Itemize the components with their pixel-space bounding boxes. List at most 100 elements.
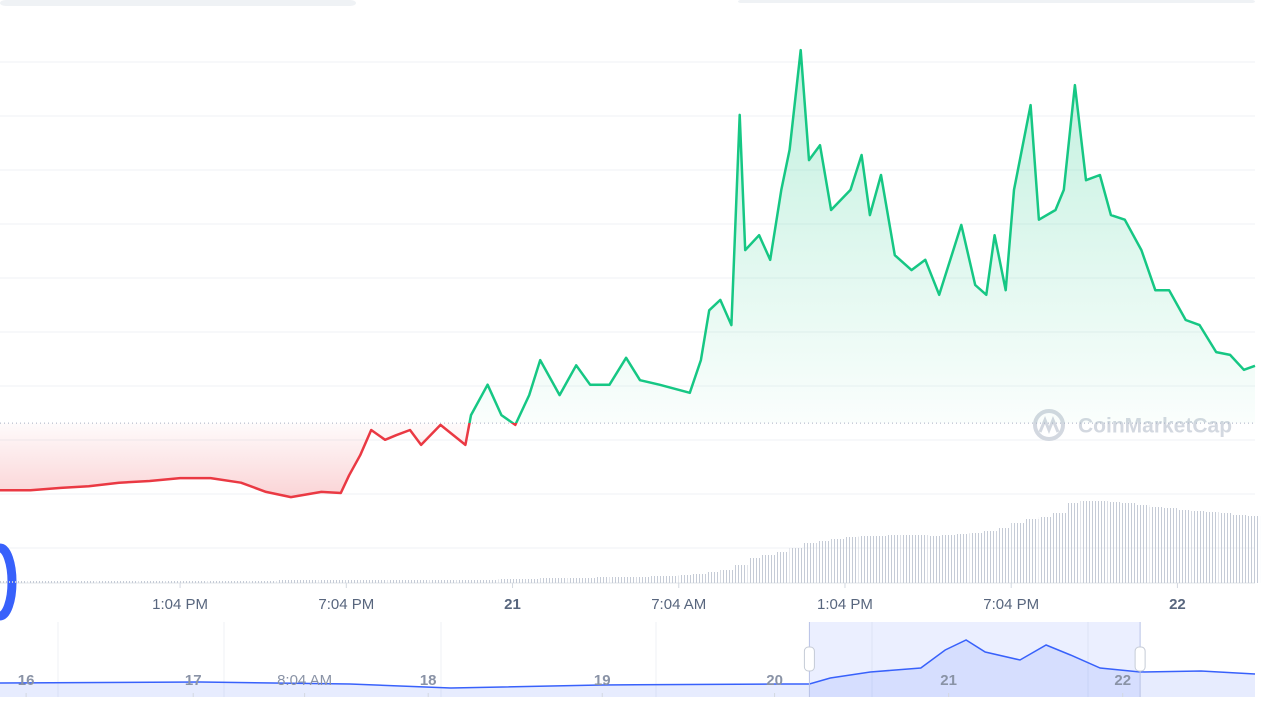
navigator-tick-label: 8:04 AM	[277, 672, 332, 689]
selection-handle[interactable]	[1134, 646, 1146, 672]
volume-bar	[110, 581, 125, 583]
volume-bar	[554, 578, 568, 583]
volume-bar	[374, 580, 388, 583]
volume-bar	[900, 535, 914, 583]
volume-bar	[637, 577, 651, 583]
volume-bar	[152, 581, 166, 583]
volume-bar	[1232, 515, 1247, 583]
volume-bar	[69, 581, 83, 583]
navigator-tick-label: 22	[1114, 672, 1131, 689]
volume-bar	[678, 575, 693, 583]
volume-bar	[318, 580, 332, 583]
top-control[interactable]	[0, 0, 356, 6]
volume-bar	[124, 581, 139, 583]
volume-bar	[651, 576, 665, 583]
volume-bar	[290, 580, 305, 583]
volume-bar	[997, 528, 1011, 583]
volume-bar	[1218, 513, 1233, 583]
volume-bar	[401, 580, 416, 583]
volume-bar	[180, 581, 194, 583]
volume-bar	[609, 577, 623, 583]
volume-bar	[1205, 512, 1219, 583]
volume-bar	[457, 580, 471, 583]
navigator-tick-label: 18	[420, 672, 437, 689]
volume-bar	[1191, 511, 1205, 583]
selection-handle[interactable]	[803, 646, 815, 672]
volume-bar	[221, 581, 235, 583]
volume-bar	[27, 581, 42, 583]
volume-bar	[941, 535, 956, 583]
volume-bar	[969, 533, 983, 583]
volume-bar	[748, 558, 762, 583]
volume-bar	[235, 581, 249, 583]
volume-bar	[55, 581, 69, 583]
volume-bar	[1052, 513, 1067, 583]
volume-bar	[249, 581, 263, 583]
volume-bar	[831, 539, 845, 583]
volume-bar	[734, 565, 748, 583]
navigator-tick-label: 17	[185, 672, 202, 689]
volume-bar	[567, 578, 582, 583]
volume-bar	[1135, 505, 1150, 583]
x-tick-label: 21	[504, 596, 521, 613]
volume-bar	[1163, 508, 1177, 583]
volume-bar	[1149, 507, 1164, 583]
volume-bar	[263, 581, 277, 583]
volume-bar	[277, 580, 291, 583]
volume-bar	[429, 580, 443, 583]
volume-bar	[928, 536, 942, 583]
volume-bar	[1122, 503, 1136, 583]
volume-bar	[664, 576, 679, 583]
volume-bar	[304, 580, 319, 583]
volume-bar	[914, 535, 928, 583]
volume-bar	[692, 574, 706, 583]
volume-bar	[1011, 523, 1025, 583]
navigator-tick-label: 19	[594, 672, 611, 689]
volume-bar	[1246, 516, 1261, 583]
volume-bar	[138, 581, 152, 583]
volume-bar	[886, 535, 900, 583]
volume-bar	[512, 579, 526, 583]
navigator-tick-label: 21	[940, 672, 957, 689]
volume-bar	[983, 531, 997, 583]
x-tick-label: 1:04 PM	[152, 596, 208, 613]
volume-bar	[41, 581, 55, 583]
volume-bar	[193, 581, 208, 583]
top-control[interactable]	[738, 0, 1255, 3]
volume-bar	[775, 552, 790, 583]
volume-bar	[1177, 510, 1191, 583]
volume-bar	[166, 581, 180, 583]
navigator-tick-label: 20	[766, 672, 783, 689]
volume-bar	[207, 581, 222, 583]
x-tick-label: 1:04 PM	[817, 596, 873, 613]
x-tick-label: 7:04 PM	[318, 596, 374, 613]
volume-bar	[360, 580, 374, 583]
price-line	[0, 48, 1256, 499]
volume-bar	[1108, 502, 1122, 583]
volume-bar	[844, 537, 859, 583]
volume-bar	[789, 548, 803, 583]
x-tick-label: 22	[1169, 596, 1186, 613]
volume-bar	[526, 579, 540, 583]
volume-bar	[955, 534, 970, 583]
volume-bar	[470, 580, 485, 583]
volume-bar	[872, 536, 887, 583]
navigator-area	[0, 640, 1255, 697]
volume-bar	[13, 581, 28, 583]
volume-bar	[706, 572, 720, 583]
price-area	[0, 50, 1255, 498]
volume-bar	[1038, 517, 1053, 583]
volume-bar	[1080, 501, 1094, 583]
volume-bar	[1066, 503, 1080, 583]
volume-bar	[83, 581, 97, 583]
navigator-line	[0, 639, 1256, 689]
volume-bar	[1094, 501, 1108, 583]
volume-bar	[540, 578, 554, 583]
volume-bar	[858, 536, 873, 583]
volume-bar	[595, 577, 609, 583]
x-tick-label: 7:04 AM	[651, 596, 706, 613]
volume-bar	[96, 581, 111, 583]
volume-bar	[332, 580, 346, 583]
